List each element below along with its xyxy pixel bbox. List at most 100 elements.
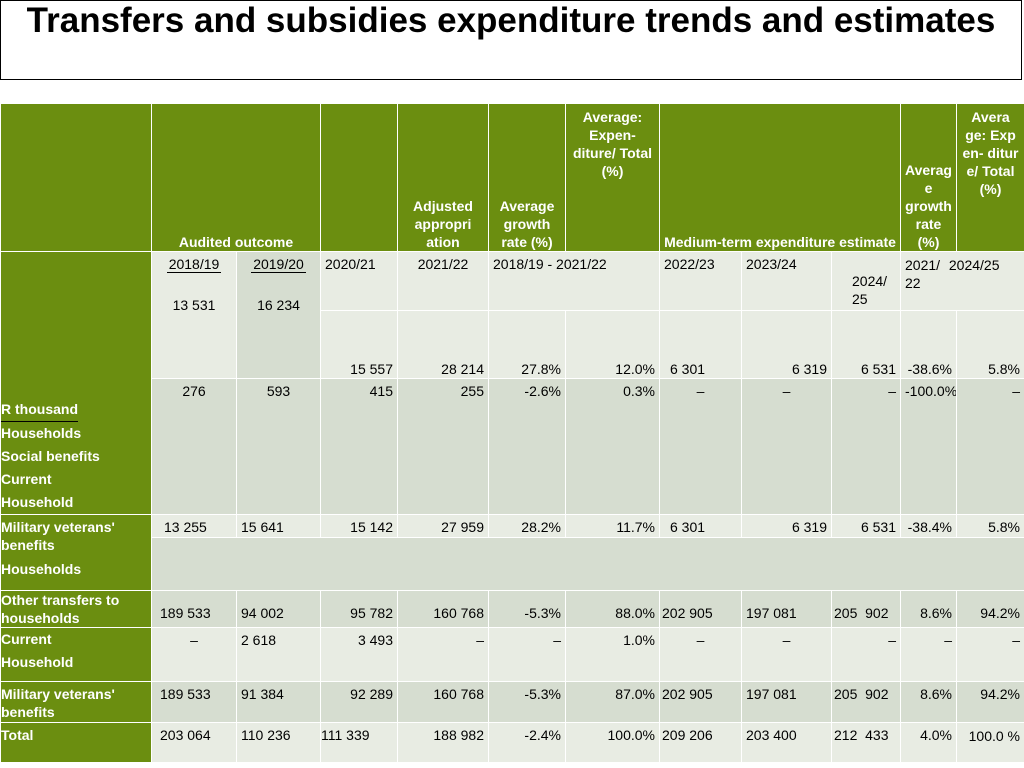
year-2020-21: 2020/21 [320, 251, 398, 311]
value-r3-c6: 11.7% [565, 514, 660, 538]
label-military-veterans-benefits: Military veterans' benefits [1, 519, 115, 553]
value-r6-c4: 160 768 [397, 681, 489, 723]
year-2023-24: 2023/24 [741, 251, 832, 311]
header-medium-term-estimate: Medium-term expenditure estimate [659, 103, 901, 252]
label-r-thousand: R thousand [1, 398, 78, 422]
value-total-c2: 110 236 [236, 722, 321, 763]
value-total-c1: 203 064 [151, 722, 237, 763]
year-range-2: 2021/ 22 2024/25 [900, 251, 1024, 311]
label-block-1: R thousand Households Social benefits Cu… [0, 251, 152, 515]
year-2024-25: 2024/ 25 [831, 251, 901, 311]
value-r6-c8: 197 081 [741, 681, 832, 723]
label-current-2: Current [1, 631, 52, 647]
label-current: Current [1, 471, 52, 487]
value-total-c8: 203 400 [741, 722, 832, 763]
value-r3-c1: 13 255 [151, 514, 237, 538]
value-r3-c4: 27 959 [397, 514, 489, 538]
value-total-c4: 188 982 [397, 722, 489, 763]
label-household: Household [1, 494, 74, 510]
value-r1-c4: 28 214 [397, 310, 489, 379]
value-r6-c1: 189 533 [151, 681, 237, 723]
label-household-2: Household [1, 654, 74, 670]
label-other-transfers: Other transfers to households [0, 590, 152, 628]
value-r5-c9: – [831, 627, 901, 682]
value-r1-c6: 12.0% [565, 310, 660, 379]
value-total-c6: 100.0% [565, 722, 660, 763]
value-r5-c11: – [956, 627, 1024, 682]
value-r3-c7: 6 301 [659, 514, 742, 538]
value-r3-c8: 6 319 [741, 514, 832, 538]
value-r2-c5: -2.6% [488, 378, 566, 515]
header-audited-outcome: Audited outcome [151, 103, 321, 252]
cell-y1: 2018/19 13 531 [151, 251, 237, 379]
value-r1-c8: 6 319 [741, 310, 832, 379]
row-4: Other transfers to households 189 533 94… [0, 590, 1024, 628]
value-total-c3: 111 339 [320, 722, 398, 763]
value-r5-c2: 2 618 [236, 627, 321, 682]
value-r6-c10: 8.6% [900, 681, 957, 723]
value-r1-c1: 13 531 [172, 297, 216, 313]
row-3-spacer [1, 537, 1024, 591]
value-r4-c2: 94 002 [236, 590, 321, 628]
value-r6-c3: 92 289 [320, 681, 398, 723]
value-total-c7: 209 206 [659, 722, 742, 763]
value-r5-c3: 3 493 [320, 627, 398, 682]
header-blank [320, 103, 398, 252]
value-r6-c5: -5.3% [488, 681, 566, 723]
value-r5-c6: 1.0% [565, 627, 660, 682]
row-5: Current Household – 2 618 3 493 – – 1.0%… [0, 627, 1024, 682]
value-r4-c7: 202 905 [659, 590, 742, 628]
label-block-3: Current Household [0, 627, 152, 682]
value-r3-c10: -38.4% [900, 514, 957, 538]
value-r2-c8: – [741, 378, 832, 515]
year-2018-19: 2018/19 [166, 256, 222, 273]
value-total-c10: 4.0% [900, 722, 957, 763]
page-title: Transfers and subsidies expenditure tren… [26, 1, 996, 40]
value-r2-c11: – [956, 378, 1024, 515]
value-r2-c10: -100.0% [900, 378, 957, 515]
value-r2-c6: 0.3% [565, 378, 660, 515]
spacer-cell [151, 537, 1024, 591]
value-r1-c3: 15 557 [320, 310, 398, 379]
header-average-growth-rate: Average growth rate (%) [488, 103, 566, 252]
value-r4-c11: 94.2% [956, 590, 1024, 628]
value-r2-c4: 255 [397, 378, 489, 515]
row-total: Total 203 064 110 236 111 339 188 982 -2… [0, 722, 1024, 763]
value-r5-c7: – [659, 627, 742, 682]
year-range-2-start: 2021/ 22 [905, 257, 941, 291]
value-total-c9: 212 433 [831, 722, 901, 763]
value-r2-c9: – [831, 378, 901, 515]
value-r4-c3: 95 782 [320, 590, 398, 628]
header-row: Audited outcome Adjusted appropri ation … [0, 103, 1024, 252]
value-r2-c3: 415 [320, 378, 398, 515]
value-r2-c1: 276 [151, 378, 237, 515]
value-r2-c2: 593 [236, 378, 321, 515]
value-r5-c1: – [151, 627, 237, 682]
row-2: 276 593 415 255 -2.6% 0.3% – – – -100.0%… [1, 378, 1024, 515]
title-box: Transfers and subsidies expenditure tren… [0, 0, 1022, 80]
value-r3-c3: 15 142 [320, 514, 398, 538]
value-r1-c11: 5.8% [956, 310, 1024, 379]
expenditure-table: Audited outcome Adjusted appropri ation … [0, 103, 1024, 763]
year-range-2-end: 2024/25 [948, 257, 1000, 273]
header-corner [0, 103, 152, 252]
row-1: 15 557 28 214 27.8% 12.0% 6 301 6 319 6 … [1, 310, 1024, 379]
value-r4-c9: 205 902 [831, 590, 901, 628]
row-6: Military veterans' benefits 189 533 91 3… [0, 681, 1024, 723]
row-3: Military veterans' benefits Households 1… [0, 514, 1024, 591]
value-r5-c4: – [397, 627, 489, 682]
label-military-veterans-benefits-2: Military veterans' benefits [0, 681, 152, 723]
value-r6-c9: 205 902 [831, 681, 901, 723]
label-social-benefits: Social benefits [1, 448, 100, 464]
value-r6-c2: 91 384 [236, 681, 321, 723]
value-total-c11: 100.0 % [956, 722, 1024, 763]
value-r5-c10: – [900, 627, 957, 682]
value-r6-c7: 202 905 [659, 681, 742, 723]
value-total-c5: -2.4% [488, 722, 566, 763]
year-2022-23: 2022/23 [659, 251, 742, 311]
value-r4-c1: 189 533 [151, 590, 237, 628]
header-average-expenditure-total-2: Avera ge: Exp en- ditur e/ Total (%) [956, 103, 1024, 252]
value-r2-c7: – [659, 378, 742, 515]
value-r4-c10: 8.6% [900, 590, 957, 628]
value-r6-c6: 87.0% [565, 681, 660, 723]
